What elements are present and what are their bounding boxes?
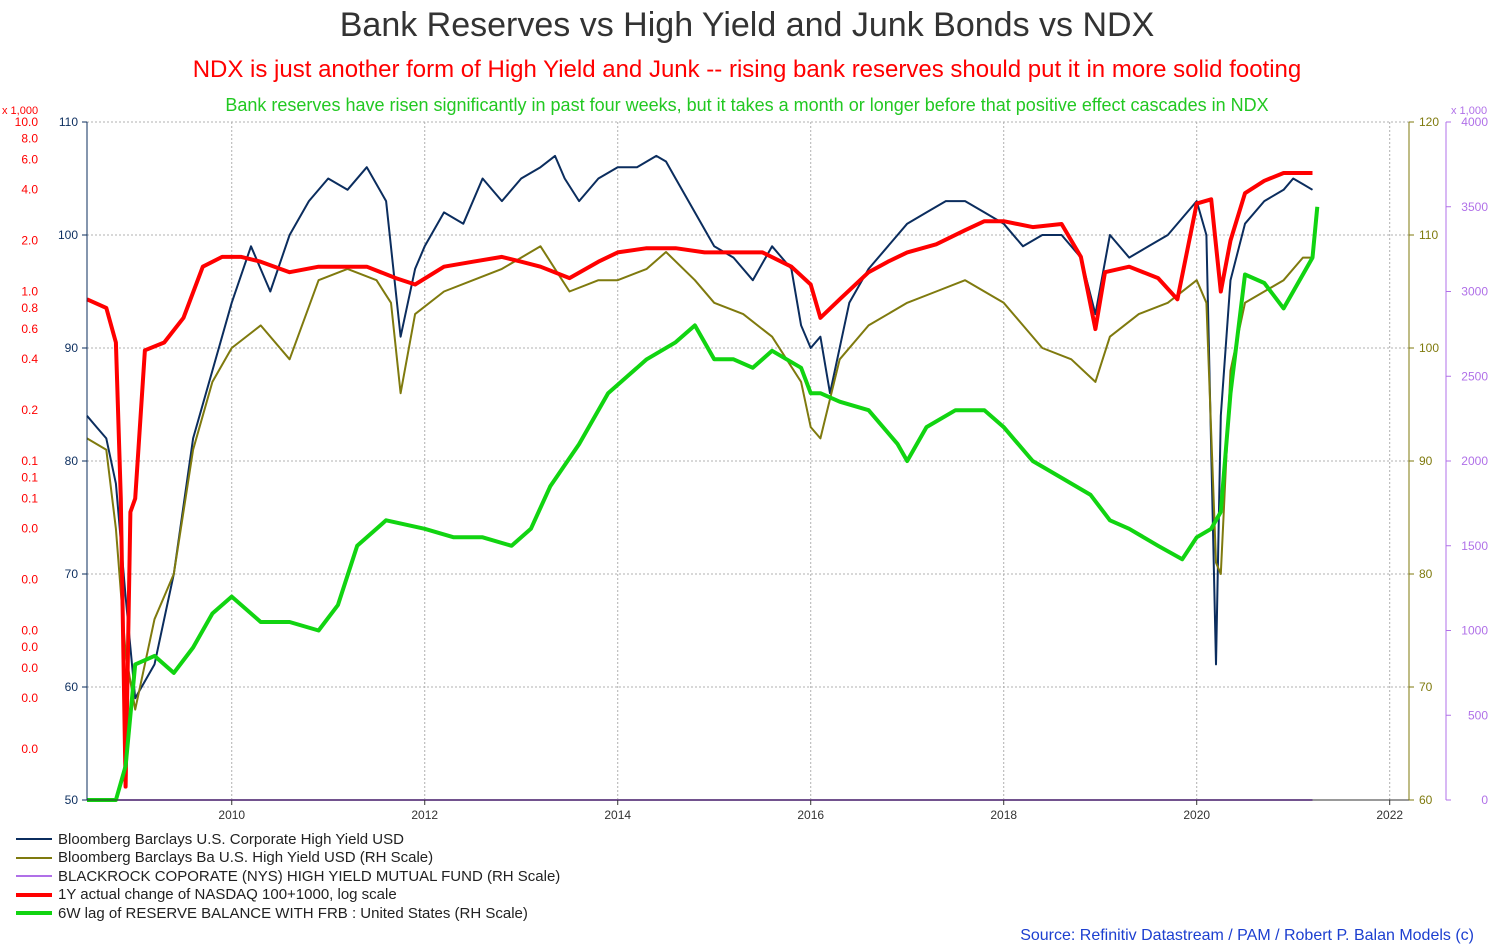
left-log-tick-label: 0.8 (21, 301, 38, 315)
legend-swatch (16, 875, 52, 878)
left-log-tick-label: 0.0 (21, 742, 38, 756)
series-layer (86, 154, 1320, 802)
legend-entry: Bloomberg Barclays Ba U.S. High Yield US… (16, 849, 560, 868)
left-tick-label: 50 (65, 793, 79, 807)
chart-note: Bank reserves have risen significantly i… (225, 95, 1269, 115)
left-tick-label: 100 (58, 228, 78, 242)
left-tick-label: 60 (65, 680, 79, 694)
left-tick-label: 90 (65, 341, 79, 355)
legend-entry: BLACKROCK COPORATE (NYS) HIGH YIELD MUTU… (16, 867, 560, 886)
left-log-tick-label: 0.0 (21, 624, 38, 638)
right1-tick-label: 120 (1419, 115, 1439, 129)
legend-swatch (16, 856, 52, 859)
left-log-multiplier: x 1,000 (2, 105, 38, 117)
right2-tick-label: 2000 (1461, 454, 1488, 468)
right1-tick-label: 70 (1419, 680, 1433, 694)
right2-tick-label: 0 (1481, 793, 1488, 807)
right2-tick-label: 3500 (1461, 200, 1488, 214)
left-log-tick-label: 0.0 (21, 521, 38, 535)
left-log-tick-label: 0.1 (21, 454, 38, 468)
left-log-tick-label: 0.0 (21, 572, 38, 586)
legend-label: Bloomberg Barclays Ba U.S. High Yield US… (58, 849, 434, 867)
left-log-tick-label: 10.0 (15, 115, 39, 129)
x-tick-label: 2010 (218, 808, 245, 822)
chart-title: Bank Reserves vs High Yield and Junk Bon… (339, 6, 1155, 44)
series-line (86, 245, 1313, 711)
right2-tick-label: 500 (1468, 708, 1488, 722)
legend-entry: 1Y actual change of NASDAQ 100+1000, log… (16, 886, 560, 905)
axes-layer: 2010 2012 2014 2016 2018 2020 2022 50 60 70 80 90 10… (2, 105, 1488, 822)
right2-tick-label: 2500 (1461, 369, 1488, 383)
x-tick-label: 2016 (797, 808, 824, 822)
legend: Bloomberg Barclays U.S. Corporate High Y… (16, 830, 560, 923)
left-log-tick-label: 0.6 (21, 322, 38, 336)
legend-entry: 6W lag of RESERVE BALANCE WITH FRB : Uni… (16, 904, 560, 923)
legend-label: 1Y actual change of NASDAQ 100+1000, log… (58, 886, 397, 904)
right1-tick-label: 60 (1419, 793, 1433, 807)
right1-tick-label: 90 (1419, 454, 1433, 468)
legend-swatch (16, 838, 52, 841)
right2-tick-label: 3000 (1461, 285, 1488, 299)
right2-multiplier: x 1,000 (1451, 105, 1487, 117)
legend-label: 6W lag of RESERVE BALANCE WITH FRB : Uni… (58, 904, 528, 922)
right2-tick-label: 1000 (1461, 624, 1488, 638)
chart-subtitle: NDX is just another form of High Yield a… (192, 56, 1302, 83)
right2-tick-label: 4000 (1461, 115, 1488, 129)
legend-swatch (16, 892, 52, 897)
left-tick-label: 70 (65, 567, 79, 581)
left-log-tick-label: 0.0 (21, 661, 38, 675)
legend-entry: Bloomberg Barclays U.S. Corporate High Y… (16, 830, 560, 849)
legend-label: BLACKROCK COPORATE (NYS) HIGH YIELD MUTU… (58, 867, 561, 885)
legend-label: Bloomberg Barclays U.S. Corporate High Y… (58, 830, 404, 848)
right1-tick-label: 80 (1419, 567, 1433, 581)
right1-tick-label: 110 (1419, 228, 1438, 242)
left-log-tick-label: 0.0 (21, 640, 38, 654)
left-log-tick-label: 1.0 (21, 285, 38, 299)
left-tick-label: 110 (59, 115, 78, 129)
left-log-tick-label: 6.0 (21, 153, 38, 167)
right1-tick-label: 100 (1419, 341, 1439, 355)
left-tick-label: 80 (65, 454, 79, 468)
right2-tick-label: 1500 (1461, 539, 1488, 553)
series-line (86, 171, 1313, 789)
left-log-tick-label: 8.0 (21, 131, 38, 145)
x-tick-label: 2020 (1183, 808, 1210, 822)
series-line (87, 206, 1320, 802)
source-credit: Source: Refinitiv Datastream / PAM / Rob… (1020, 927, 1474, 944)
legend-swatch (16, 911, 52, 916)
series-line (86, 154, 1314, 700)
left-log-tick-label: 0.2 (21, 403, 38, 417)
left-log-tick-label: 0.1 (21, 470, 38, 484)
left-log-tick-label: 2.0 (21, 233, 38, 247)
x-tick-label: 2012 (411, 808, 438, 822)
left-log-tick-label: 0.1 (21, 492, 38, 506)
left-log-tick-label: 0.0 (21, 691, 38, 705)
x-tick-label: 2022 (1376, 808, 1403, 822)
left-log-tick-label: 0.4 (21, 352, 38, 366)
left-log-tick-label: 4.0 (21, 182, 38, 196)
x-tick-label: 2014 (604, 808, 631, 822)
x-tick-label: 2018 (990, 808, 1017, 822)
